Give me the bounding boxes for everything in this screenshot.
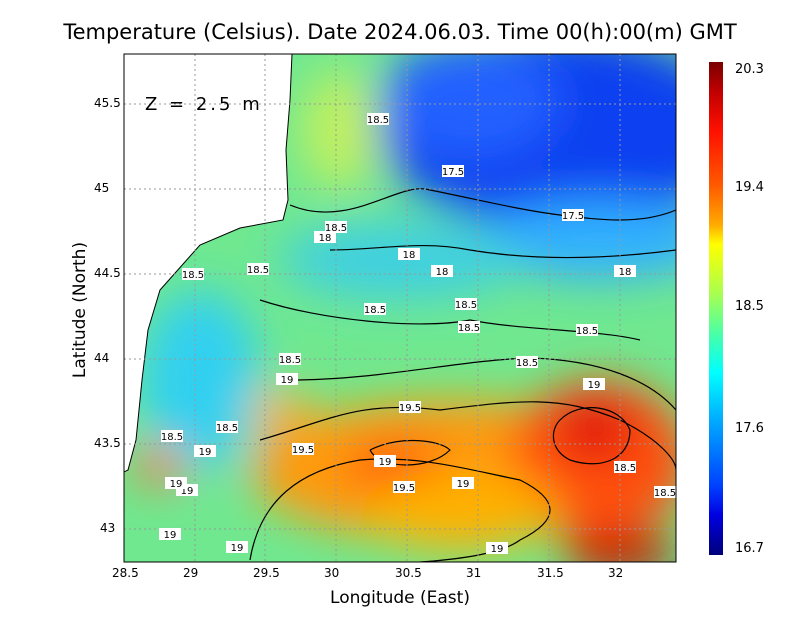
x-tick-label: 32 [608,566,624,580]
contour-label-bg [247,263,269,275]
depth-label: Z = 2.5 m [145,94,263,115]
contour-label: 19 [181,486,194,497]
contour-label-bg [398,248,420,260]
contour-label: 19 [491,544,504,555]
contour-label: 18.5 [367,115,389,126]
contour-label-bg [452,477,474,489]
contour-label: 17.5 [442,167,464,178]
contour-label: 18.5 [216,423,238,434]
contour-label: 19 [231,543,244,554]
contour-label: 18.5 [458,323,480,334]
contour-label: 19 [170,479,183,490]
contour-label-bg [367,113,389,125]
x-tick-label: 31.5 [537,566,564,580]
contour-label: 18 [436,267,449,278]
colorbar-tick-label: 20.3 [735,62,764,77]
x-tick-label: 30 [324,566,340,580]
contour-label-bg [576,324,598,336]
colorbar-tick-label: 17.6 [735,421,764,436]
contour-label-bg [161,430,183,442]
contour-label-bg [216,421,238,433]
contour-label: 19.5 [393,483,415,494]
contour-label-bg [292,443,314,455]
contour-label-bg [182,268,204,280]
contour-label: 18.5 [364,305,386,316]
contour-label-bg [562,209,584,221]
contour-label-bg [614,265,636,277]
contour-label: 18.5 [182,270,204,281]
contour-label-bg [399,401,421,413]
contour-label: 18 [619,267,632,278]
contour-label-bg [314,231,336,243]
contour-label-bg [583,378,605,390]
contour-label-bg [455,298,477,310]
contour-label-bg [279,353,301,365]
y-tick-label: 44.5 [94,266,121,280]
x-tick-label: 29.5 [253,566,280,580]
contour-label: 19 [199,447,212,458]
contour-label: 18 [319,233,332,244]
plot-frame [123,53,677,563]
contour-label-bg [458,321,480,333]
x-axis-label: Longitude (East) [330,588,470,608]
contour-label: 19 [164,530,177,541]
contour-label: 19 [588,380,601,391]
contour-label-bg [486,542,508,554]
grid-lines [124,54,676,562]
contour-label: 18.5 [161,432,183,443]
contour-label-bg [194,445,216,457]
contour-label: 18.5 [614,463,636,474]
contour-label: 19 [457,479,470,490]
contour-label: 18.5 [325,223,347,234]
y-tick-label: 44 [94,351,110,365]
contour-label: 18.5 [516,358,538,369]
x-tick-label: 30.5 [395,566,422,580]
contour-label-bg [516,356,538,368]
colorbar [709,62,723,555]
contour-label-bg [431,265,453,277]
contour-label-bg [325,221,347,233]
contour-label: 19.5 [292,445,314,456]
colorbar-tick-label: 18.5 [735,299,764,314]
y-tick-label: 45.5 [94,96,121,110]
figure-title: Temperature (Celsius). Date 2024.06.03. … [63,20,737,44]
contour-label: 19 [379,457,392,468]
contour-label-bg [393,481,415,493]
colorbar-tick-label: 16.7 [735,541,764,556]
contour-label: 18.5 [279,355,301,366]
land [124,54,293,473]
contour-label: 18 [403,250,416,261]
contour-label: 18.5 [654,488,676,499]
contour-label-bg [159,528,181,540]
contour-label: 17.5 [562,211,584,222]
contour-label-bg [654,486,676,498]
contour-label-bg [165,477,187,489]
colorbar-tick-label: 19.4 [735,180,764,195]
contour-label-bg [614,461,636,473]
y-axis-label: Latitude (North) [70,241,90,379]
contour-label: 19.5 [399,403,421,414]
contour-label: 19 [281,375,294,386]
y-tick-label: 43 [100,521,116,535]
contour-label-bg [226,541,248,553]
contour-label: 18.5 [576,326,598,337]
contour-label-bg [276,373,298,385]
contour-label-bg [374,455,396,467]
y-tick-label: 43.5 [94,436,121,450]
x-tick-label: 31 [466,566,482,580]
x-tick-label: 28.5 [112,566,139,580]
x-tick-label: 29 [183,566,199,580]
contour-label: 18.5 [455,300,477,311]
y-tick-label: 45 [94,181,110,195]
contour-label-bg [364,303,386,315]
contour-label-bg [442,165,464,177]
contour-label: 18.5 [247,265,269,276]
